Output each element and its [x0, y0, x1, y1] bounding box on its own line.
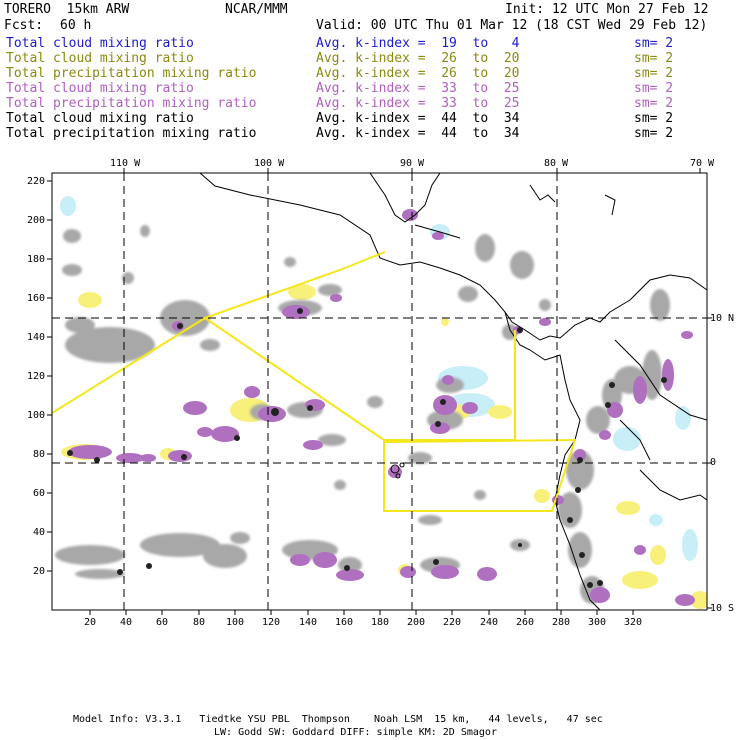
legend-field: Total cloud mixing ratio: [6, 81, 194, 96]
x-tick-label: 200: [407, 617, 426, 628]
legend-field: Total cloud mixing ratio: [6, 36, 194, 51]
legend-index: Avg. k-index = 26 to 20: [316, 66, 520, 81]
init-time: Init: 12 UTC Mon 27 Feb 12: [505, 2, 709, 17]
lon-label: 90 W: [400, 158, 425, 169]
violet-precip-layer: [68, 209, 695, 606]
x-tick-label: 160: [335, 617, 354, 628]
y-tick-label: 140: [27, 332, 46, 343]
x-tick-label: 80: [193, 617, 206, 628]
x-tick-label: 240: [480, 617, 499, 628]
model-title: TORERO 15km ARW: [4, 2, 130, 17]
x-tick-label: 300: [588, 617, 607, 628]
x-tick-label: 40: [120, 617, 133, 628]
coastline-layer: [199, 173, 707, 610]
cloud-field: [52, 173, 707, 610]
legend-field: Total cloud mixing ratio: [6, 111, 194, 126]
x-tick-label: 280: [552, 617, 571, 628]
x-tick-label: 320: [624, 617, 643, 628]
lat-label: 10 N: [710, 313, 735, 324]
legend-index: Avg. k-index = 26 to 20: [316, 51, 520, 66]
x-tick-label: 20: [84, 617, 97, 628]
legend-field: Total precipitation mixing ratio: [6, 66, 257, 81]
organization: NCAR/MMM: [225, 2, 288, 17]
legend-sm: sm= 2: [634, 51, 674, 66]
y-tick-label: 100: [27, 410, 46, 421]
valid-time: Valid: 00 UTC Thu 01 Mar 12 (18 CST Wed …: [316, 18, 708, 33]
legend-sm: sm= 2: [634, 96, 674, 111]
forecast-hour: 60 h: [60, 18, 92, 33]
legend-sm: sm= 2: [634, 66, 674, 81]
lon-label: 80 W: [544, 158, 569, 169]
lat-lon-grid: [52, 173, 707, 610]
forecast-label: Fcst:: [4, 18, 44, 33]
legend-field: Total precipitation mixing ratio: [6, 96, 257, 111]
y-tick-label: 220: [27, 176, 46, 187]
legend-sm: sm= 2: [634, 126, 674, 141]
x-tick-label: 140: [299, 617, 318, 628]
legend-index: Avg. k-index = 44 to 34: [316, 126, 520, 141]
legend-sm: sm= 2: [634, 111, 674, 126]
y-tick-label: 40: [33, 527, 46, 538]
y-tick-label: 20: [33, 566, 46, 577]
y-tick-label: 120: [27, 371, 46, 382]
lon-label: 70 W: [690, 158, 715, 169]
y-tick-label: 160: [27, 293, 46, 304]
y-tick-label: 80: [33, 449, 46, 460]
lon-label: 110 W: [110, 158, 141, 169]
axis-ticks: [47, 168, 712, 615]
y-tick-label: 180: [27, 254, 46, 265]
legend-field: Total cloud mixing ratio: [6, 51, 194, 66]
physics-info: LW: Godd SW: Goddard DIFF: simple KM: 2D…: [214, 727, 497, 738]
x-tick-label: 220: [443, 617, 462, 628]
legend-index: Avg. k-index = 44 to 34: [316, 111, 520, 126]
x-tick-label: 120: [262, 617, 281, 628]
cyan-cloud-layer: [60, 196, 698, 561]
legend-index: Avg. k-index = 33 to 25: [316, 81, 520, 96]
dark-core-layer: [67, 308, 667, 588]
lat-label: 0: [710, 457, 717, 468]
legend-field: Total precipitation mixing ratio: [6, 126, 257, 141]
lat-label: 10 S: [710, 603, 735, 614]
legend-sm: sm= 2: [634, 36, 674, 51]
gray-cloud-layer: [55, 225, 670, 604]
map-frame: [51, 172, 708, 611]
yellow-cloud-layer: [61, 284, 707, 609]
legend-index: Avg. k-index = 19 to 4: [316, 36, 520, 51]
legend-index: Avg. k-index = 33 to 25: [316, 96, 520, 111]
y-tick-label: 200: [27, 215, 46, 226]
x-tick-label: 100: [226, 617, 245, 628]
model-info: Model Info: V3.3.1 Tiedtke YSU PBL Thomp…: [73, 714, 603, 725]
lon-label: 100 W: [254, 158, 285, 169]
y-tick-label: 60: [33, 488, 46, 499]
flight-track: [52, 251, 577, 512]
legend-sm: sm= 2: [634, 81, 674, 96]
x-tick-label: 180: [371, 617, 390, 628]
x-tick-label: 260: [516, 617, 535, 628]
x-tick-label: 60: [156, 617, 169, 628]
